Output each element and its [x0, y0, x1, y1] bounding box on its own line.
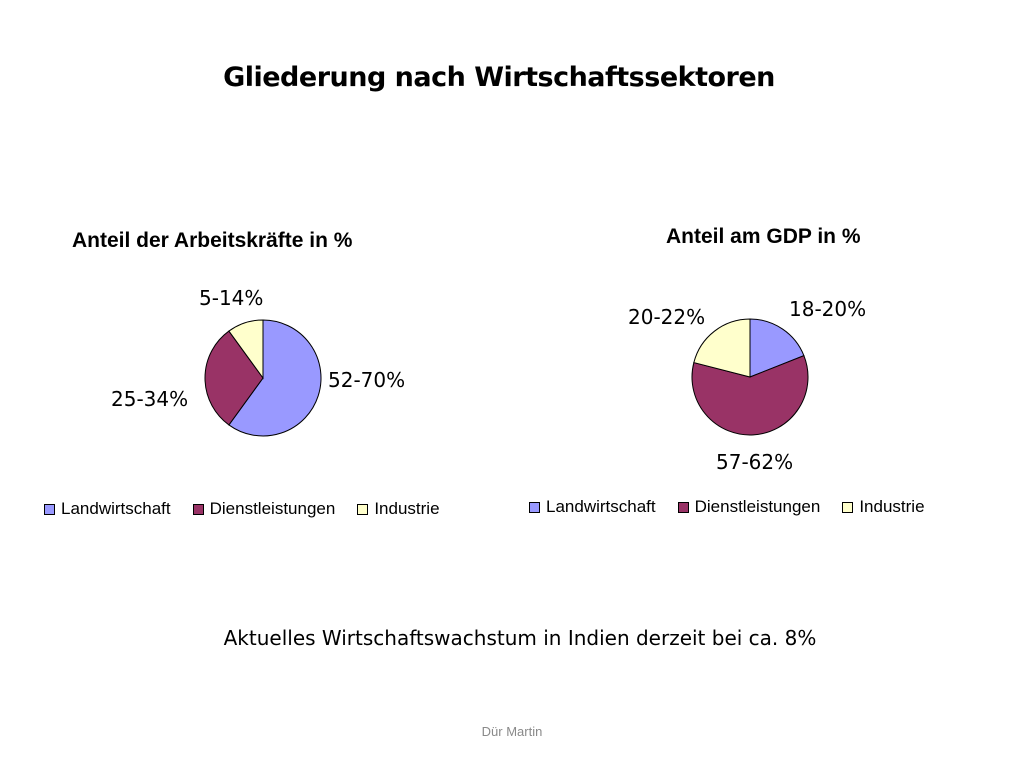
legend-label: Dienstleistungen [694, 497, 821, 516]
pie-slice-dienstleistungen [204, 330, 264, 426]
footer-author: Dür Martin [481, 724, 543, 739]
legend-workforce: Landwirtschaft Dienstleistungen Industri… [44, 499, 462, 519]
legend-label: Landwirtschaft [546, 497, 656, 516]
data-label: 20-22% [628, 305, 706, 329]
legend-label: Landwirtschaft [61, 499, 171, 518]
legend-item: Landwirtschaft [529, 497, 656, 517]
pie-slice-industrie [693, 318, 751, 378]
legend-item: Landwirtschaft [44, 499, 171, 519]
data-label: 52-70% [328, 368, 406, 392]
legend-item: Dienstleistungen [677, 497, 821, 517]
legend-label: Dienstleistungen [209, 499, 336, 518]
legend-swatch [192, 503, 204, 515]
chart-title-gdp: Anteil am GDP in % [666, 225, 861, 248]
legend-item: Industrie [357, 499, 440, 519]
pie-chart-workforce [204, 319, 322, 437]
pie-slice-dienstleistungen [691, 354, 809, 436]
pie-slice-landwirtschaft [228, 319, 322, 437]
slide-title: Gliederung nach Wirtschaftssektoren [223, 62, 775, 93]
legend-swatch [677, 501, 689, 513]
chart-title-workforce: Anteil der Arbeitskräfte in % [72, 229, 353, 252]
data-label: 57-62% [716, 450, 794, 474]
footnote: Aktuelles Wirtschaftswachstum in Indien … [223, 626, 817, 650]
legend-item: Dienstleistungen [192, 499, 336, 519]
legend-label: Industrie [374, 499, 440, 518]
legend-swatch [357, 503, 369, 515]
legend-label: Industrie [859, 497, 925, 516]
legend-gdp: Landwirtschaft Dienstleistungen Industri… [529, 497, 947, 517]
data-label: 18-20% [789, 297, 867, 321]
pie-slice-industrie [228, 319, 264, 380]
legend-swatch [842, 501, 854, 513]
legend-item: Industrie [842, 497, 925, 517]
data-label: 25-34% [111, 387, 189, 411]
data-label: 5-14% [199, 286, 264, 310]
pie-slice-landwirtschaft [749, 318, 805, 378]
legend-swatch [44, 503, 55, 515]
legend-swatch [529, 501, 540, 513]
pie-chart-gdp [691, 318, 809, 436]
